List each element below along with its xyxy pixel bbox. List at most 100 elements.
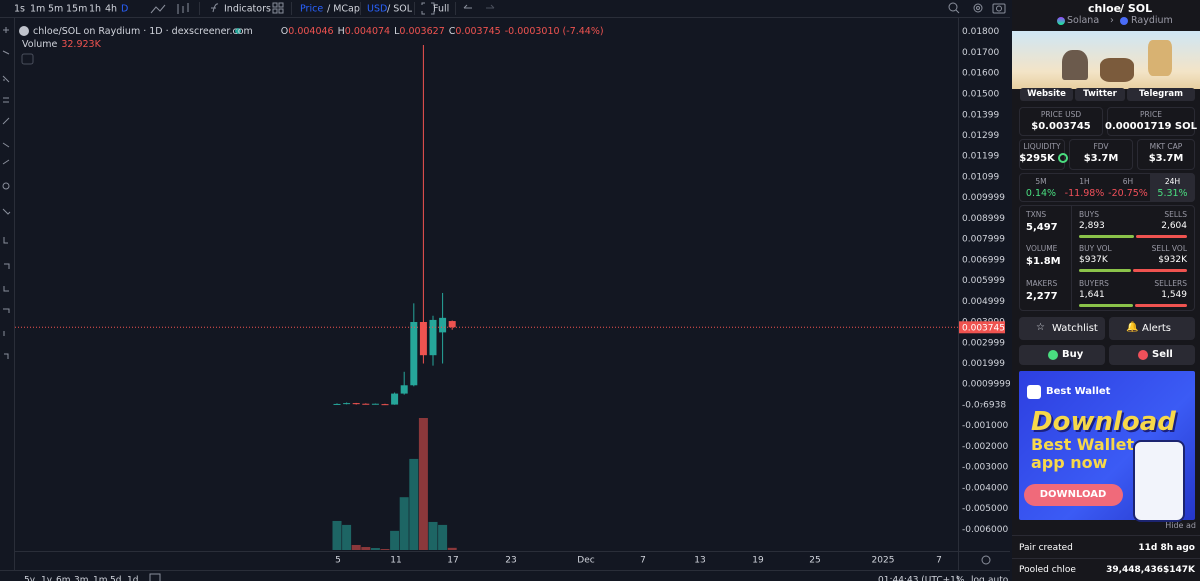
candle-body [371,403,379,405]
action-label[interactable]: Watchlist [1052,322,1098,334]
ad-line[interactable]: app now [1031,453,1108,472]
range-button[interactable]: 1d [127,576,138,581]
link-button[interactable] [1020,88,1073,101]
y-tick-label: -0.003000 [962,463,1008,473]
volume-label: Volume [22,39,57,50]
ad-phone [1133,440,1185,522]
bottom-bar-item[interactable]: % [956,576,965,581]
action-label[interactable]: Alerts [1142,322,1172,334]
ad-line[interactable]: Best Wallet [1031,435,1135,454]
candle-body [410,322,418,386]
change-period[interactable]: 5M [1035,177,1047,186]
toolbar-button[interactable]: Price [300,4,323,15]
bottom-bar-item[interactable]: 01:44:43 (UTC+1) [878,576,959,581]
y-tick-label: -0.006000 [962,525,1008,535]
toolbar-button[interactable]: USD [367,4,387,15]
sell-ratio-bar [1135,235,1187,238]
interval-button[interactable]: 1h [89,4,101,15]
y-tick-label: 0.002999 [962,338,1005,348]
y-tick-label: 0.01399 [962,110,999,120]
y-tick-label: 0.001999 [962,359,1005,369]
ad-logo [1027,385,1041,399]
dex-name[interactable]: Raydium [1131,15,1173,26]
action-button[interactable] [1109,345,1195,365]
range-button[interactable]: 1m [93,576,108,581]
chain-name[interactable]: Solana [1067,15,1100,26]
buy-value: 2,893 [1079,221,1105,231]
ad-download-button[interactable] [1024,484,1123,506]
action-label[interactable]: Buy [1062,349,1084,360]
range-button[interactable]: 6m [56,576,71,581]
change-period[interactable]: 24H [1164,177,1181,186]
buy-ratio-bar [1079,235,1134,238]
interval-button[interactable]: 4h [105,4,117,15]
sell-ratio-bar [1133,269,1187,272]
interval-button[interactable]: 1s [14,4,25,15]
price-label: PRICE [1140,110,1162,119]
axis-settings[interactable] [981,555,991,565]
action-icon [1048,350,1058,360]
link-label[interactable]: Website [1027,89,1066,99]
calendar-icon[interactable] [149,573,161,581]
sell-value: 1,549 [1161,290,1187,300]
toolbar-button[interactable]: / MCap [327,4,360,15]
change-value[interactable]: -20.75% [1108,188,1148,199]
candle-body [352,403,360,405]
change-value[interactable]: 5.31% [1157,188,1188,199]
action-button[interactable] [1109,317,1195,340]
candle-body [333,403,341,405]
action-button[interactable] [1019,317,1105,340]
change-cell-active[interactable] [1150,173,1195,202]
toolbar-button[interactable]: / SOL [387,4,413,15]
x-tick-label: Dec [577,556,594,566]
info-label: Pooled chloe [1019,565,1076,575]
volume-legend: Volume 32.923K [22,39,102,50]
y-tick-label: 0.005999 [962,276,1005,286]
range-button[interactable]: 3m [74,576,89,581]
link-label[interactable]: Twitter [1083,89,1117,99]
range-button[interactable]: 5d [110,576,121,581]
txns-value: 5,497 [1026,222,1058,233]
stat-box [1069,139,1133,170]
candle-body [381,404,389,406]
bottom-bar-item[interactable]: auto [988,576,1009,581]
interval-button[interactable]: 5m [48,4,63,15]
bottom-bar-item[interactable]: log [971,576,985,581]
interval-button[interactable]: 15m [66,4,87,15]
candle-body [400,385,408,394]
x-tick-label: 25 [809,556,820,566]
sell-label: SELL VOL [1151,244,1187,253]
link-button[interactable] [1127,88,1195,101]
ad-headline[interactable]: Download [1031,407,1176,437]
stat-value: $3.7M [1083,153,1119,164]
volume-bar [370,548,380,550]
link-label[interactable]: Telegram [1139,89,1183,99]
collapse-button[interactable] [21,53,34,65]
pair-logo [19,26,29,36]
buy-label: BUY VOL [1079,244,1112,253]
buy-value: $937K [1079,255,1108,265]
current-price-label: 0.003745 [962,323,1005,333]
price-label: PRICE USD [1040,110,1082,119]
interval-button[interactable]: 1m [30,4,45,15]
interval-button[interactable]: D [121,4,128,15]
change-period[interactable]: 1H [1079,177,1090,186]
candle-body [362,403,370,405]
toolbar-button[interactable]: Indicators [224,4,271,15]
txns-box [1019,205,1195,311]
link-button[interactable] [1075,88,1125,101]
change-value[interactable]: -11.98% [1064,188,1105,199]
ad-brand[interactable]: Best Wallet [1046,386,1111,397]
stat-box [1137,139,1195,170]
ad-button-label[interactable]: DOWNLOAD [1039,489,1107,500]
range-button[interactable]: 5y [24,576,36,581]
banner-mug [1148,40,1172,76]
change-period[interactable]: 6H [1122,177,1134,186]
hide-ad-link[interactable]: Hide ad [1165,521,1196,530]
action-button[interactable] [1019,345,1105,365]
change-value[interactable]: 0.14% [1025,188,1057,199]
range-button[interactable]: 1y [41,576,53,581]
action-label[interactable]: Sell [1152,349,1173,360]
volume-bar [409,458,419,550]
toolbar-button[interactable]: Full [433,4,449,15]
